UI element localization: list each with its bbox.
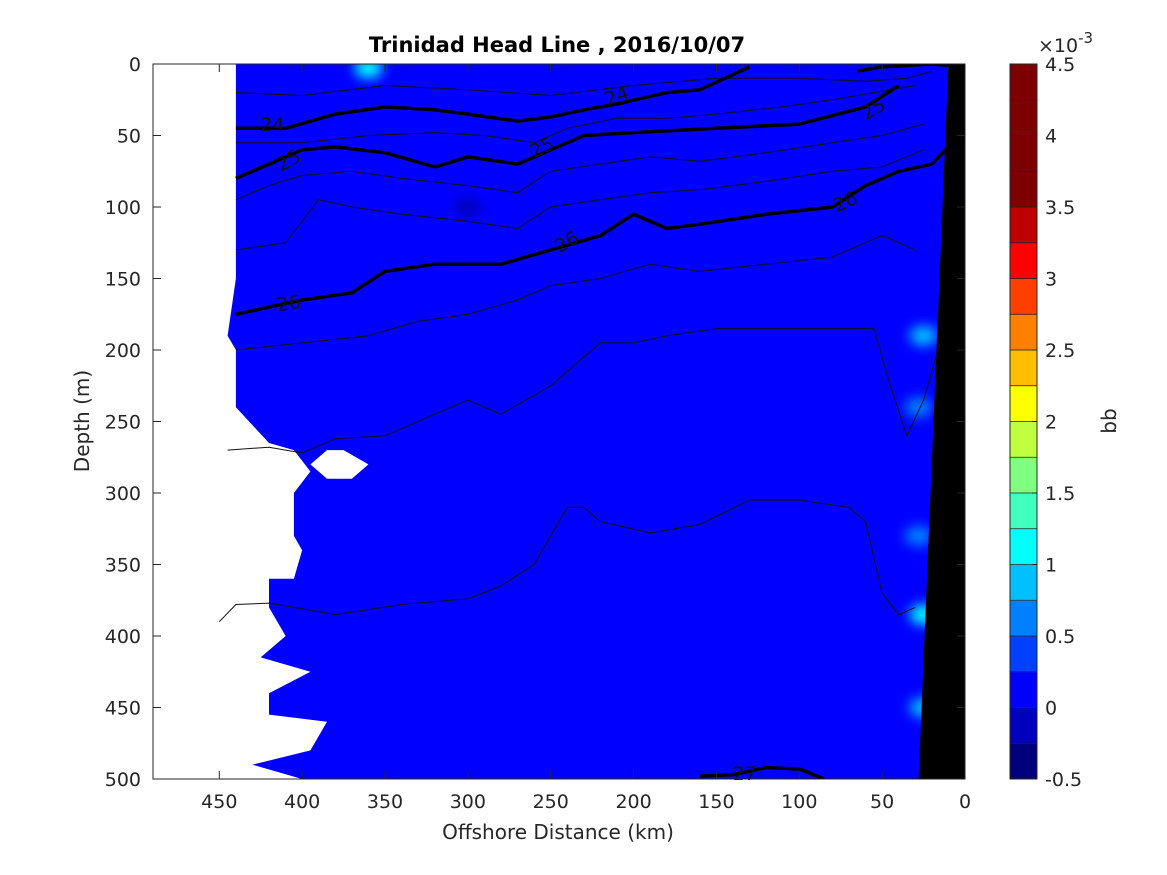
colorbar-level (1010, 242, 1037, 279)
colorbar-label: bb (1097, 408, 1121, 433)
colorbar-levels (1010, 64, 1037, 780)
y-tick-label: 450 (105, 698, 141, 720)
density-contours (218, 64, 950, 779)
y-tick-label: 500 (105, 769, 141, 791)
x-tick-label: 250 (533, 791, 569, 813)
colorbar-level (1010, 207, 1037, 244)
colorbar-level (1010, 457, 1037, 494)
colorbar-exponent-power: -3 (1078, 29, 1093, 47)
x-tick-label: 400 (284, 791, 320, 813)
bb-patch (453, 197, 482, 217)
seafloor-mask (918, 64, 965, 779)
y-axis-label: Depth (m) (70, 370, 94, 472)
y-tick-label: 350 (105, 555, 141, 577)
x-tick-label: 450 (201, 791, 237, 813)
bb-patch (904, 397, 933, 418)
y-tick-label: 50 (117, 126, 141, 148)
colorbar-tick-label: 1.5 (1045, 483, 1075, 505)
colorbar-level (1010, 385, 1037, 422)
colorbar-tick-label: 2 (1045, 412, 1057, 434)
x-tick-label: 50 (870, 791, 894, 813)
bb-patch (904, 525, 933, 546)
y-tick-label: 150 (105, 269, 141, 291)
colorbar-level (1010, 99, 1037, 136)
colorbar-level (1010, 600, 1037, 637)
colorbar-level (1010, 135, 1037, 172)
bb-patch (354, 64, 383, 79)
x-tick-label: 200 (615, 791, 651, 813)
contour-minor (235, 235, 916, 351)
contour-minor (235, 123, 924, 201)
chart-title: Trinidad Head Line , 2016/10/07 (369, 33, 745, 57)
contour-major-26 (235, 145, 950, 317)
colorbar-level (1010, 64, 1037, 101)
x-tick-label: 300 (450, 791, 486, 813)
colorbar-level (1010, 743, 1037, 780)
y-tick-label: 250 (105, 412, 141, 434)
y-tick-label: 0 (129, 54, 141, 76)
colorbar-tick-label: 2.5 (1045, 340, 1075, 362)
colorbar-level (1010, 528, 1037, 565)
colorbar-level (1010, 314, 1037, 351)
bb-field-region (227, 64, 949, 779)
contour-minor (235, 70, 933, 97)
colorbar-tick-label: 0.5 (1045, 626, 1075, 648)
contour-minor (218, 499, 916, 623)
contour-major-25 (235, 84, 900, 181)
colorbar-ticks: -0.5 0 0.5 1 1.5 2 2.5 3 3.5 4 4.5 (1032, 54, 1082, 791)
colorbar-level (1010, 564, 1037, 601)
colorbar-level (1010, 171, 1037, 208)
contour-major-24 (235, 65, 751, 131)
colorbar-exponent-base: ×10 (1038, 35, 1078, 57)
y-tick-label: 400 (105, 626, 141, 648)
y-tick-label: 100 (105, 197, 141, 219)
x-axis-label: Offshore Distance (km) (442, 820, 674, 844)
colorbar-tick-label: 1 (1045, 555, 1057, 577)
y-tick-label: 300 (105, 483, 141, 505)
x-tick-label: 150 (698, 791, 734, 813)
y-axis: 0 50 100 150 200 250 300 350 400 450 500 (105, 54, 965, 791)
field-gap (310, 450, 369, 479)
colorbar-tick-label: -0.5 (1045, 769, 1082, 791)
colorbar-level (1010, 707, 1037, 744)
colorbar-level (1010, 278, 1037, 315)
colorbar-level (1010, 636, 1037, 673)
colorbar-level (1010, 671, 1037, 708)
contour-minor (235, 149, 924, 251)
colorbar-tick-label: 3 (1045, 269, 1057, 291)
bb-patch (909, 325, 938, 346)
contour-label: 24 (260, 114, 284, 136)
colorbar-tick-label: 4.5 (1045, 54, 1075, 76)
x-tick-label: 350 (367, 791, 403, 813)
colorbar-tick-label: 4 (1045, 126, 1057, 148)
bb-field (227, 64, 965, 779)
colorbar: -0.5 0 0.5 1 1.5 2 2.5 3 3.5 4 4.5 ×10-3 bb (1009, 29, 1121, 791)
contour-label: 27 (733, 763, 757, 785)
x-tick-label: 0 (959, 791, 971, 813)
colorbar-exponent: ×10-3 (1038, 29, 1093, 57)
colorbar-tick-label: 3.5 (1045, 197, 1075, 219)
contour-minor (227, 328, 941, 454)
contour-minor (235, 85, 916, 144)
contour-major-24 (857, 64, 949, 73)
x-axis: 450 400 350 300 250 200 150 100 50 0 (201, 64, 971, 813)
colorbar-level (1010, 350, 1037, 387)
colorbar-level (1010, 493, 1037, 530)
colorbar-tick-label: 0 (1045, 698, 1057, 720)
contour-label: 26 (275, 291, 302, 316)
y-tick-label: 200 (105, 340, 141, 362)
contour-major-27 (699, 765, 825, 779)
colorbar-level (1010, 421, 1037, 458)
x-tick-label: 100 (781, 791, 817, 813)
